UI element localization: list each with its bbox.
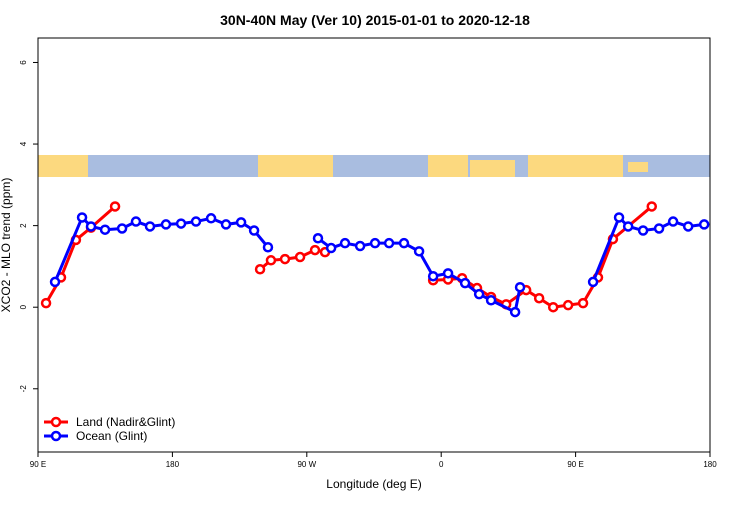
point <box>235 217 247 228</box>
point <box>577 297 589 309</box>
chart-title: 30N-40N May (Ver 10) 2015-01-01 to 2020-… <box>220 12 530 28</box>
point <box>312 233 324 244</box>
y-tick-label: 0 <box>19 304 28 309</box>
point <box>325 242 337 254</box>
legend-label: Ocean (Glint) <box>76 429 147 443</box>
point <box>40 297 52 309</box>
point <box>175 218 187 229</box>
point <box>682 221 694 232</box>
point <box>622 221 634 232</box>
point <box>109 201 121 212</box>
x-axis-label: Longitude (deg E) <box>326 477 421 491</box>
point <box>509 306 521 318</box>
point <box>459 277 471 289</box>
point <box>637 225 649 236</box>
point <box>698 219 710 230</box>
point <box>294 251 306 263</box>
point <box>398 237 410 249</box>
x-tick-label: 90 W <box>297 460 316 469</box>
x-tick-label: 0 <box>439 460 444 469</box>
point <box>160 219 172 230</box>
point <box>354 240 366 252</box>
y-tick-label: -2 <box>19 385 28 393</box>
point <box>547 301 559 313</box>
point <box>667 216 679 227</box>
point <box>220 219 232 230</box>
point <box>413 246 425 257</box>
point <box>427 270 439 282</box>
point <box>254 264 266 275</box>
point <box>49 276 61 288</box>
y-tick-label: 2 <box>19 223 28 228</box>
point <box>613 212 625 223</box>
point <box>85 221 97 232</box>
point <box>262 241 274 253</box>
point <box>76 212 88 223</box>
point <box>130 216 142 227</box>
map-band <box>38 155 710 177</box>
point <box>485 295 497 306</box>
point <box>653 223 665 234</box>
plot-frame <box>37 37 711 453</box>
legend-marker <box>50 416 62 428</box>
point <box>279 253 291 265</box>
point <box>369 237 381 249</box>
point <box>265 255 277 266</box>
point <box>205 213 217 224</box>
legend-marker <box>50 430 62 442</box>
point <box>99 224 111 235</box>
x-tick-label: 180 <box>166 460 180 469</box>
point <box>309 244 321 256</box>
point <box>248 225 260 236</box>
y-axis-label: XCO2 - MLO trend (ppm) <box>0 178 13 313</box>
legend-label: Land (Nadir&Glint) <box>76 415 175 429</box>
point <box>116 223 128 234</box>
x-tick-label: 180 <box>703 460 717 469</box>
point <box>587 276 599 288</box>
point <box>514 281 526 293</box>
series-line <box>53 214 705 315</box>
x-tick-label: 90 E <box>30 460 46 469</box>
x-tick-label: 90 E <box>567 460 583 469</box>
point <box>473 288 485 300</box>
y-tick-label: 6 <box>19 60 28 65</box>
point <box>646 201 658 212</box>
point <box>190 216 202 227</box>
point <box>442 268 454 279</box>
point <box>533 292 545 304</box>
point <box>562 299 574 311</box>
point <box>144 221 156 232</box>
point <box>339 237 351 249</box>
y-tick-label: 4 <box>19 141 28 146</box>
point <box>383 237 395 249</box>
